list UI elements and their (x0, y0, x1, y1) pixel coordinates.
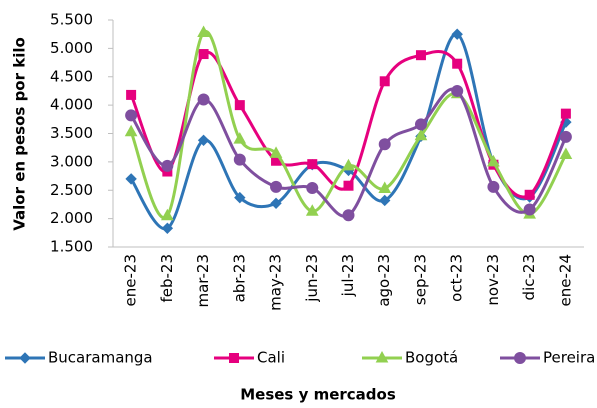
data-point (342, 209, 355, 222)
y-axis-title: Valor en pesos por kilo (11, 37, 29, 231)
data-point (451, 28, 463, 40)
data-point (378, 138, 391, 151)
data-point (125, 173, 137, 185)
y-tick-label: 2.000 (50, 209, 93, 227)
legend-marker (19, 352, 31, 364)
data-point (452, 58, 463, 69)
x-tick-label: abr-23 (230, 254, 248, 302)
data-point (378, 181, 392, 194)
legend-marker (514, 352, 526, 364)
data-point (523, 203, 536, 216)
data-point (524, 189, 535, 200)
data-point (415, 50, 426, 61)
data-point (126, 89, 137, 100)
x-axis-title: Meses y mercados (240, 386, 396, 404)
x-tick-label: feb-23 (158, 254, 176, 303)
x-tick-label: jun-23 (303, 254, 321, 303)
data-point (343, 180, 354, 191)
data-point (305, 204, 319, 216)
data-point (125, 109, 138, 122)
data-point (414, 128, 428, 141)
data-point (559, 130, 572, 143)
x-tick-label: mar-23 (194, 254, 212, 308)
data-point (233, 153, 246, 166)
y-tick-label: 2.500 (50, 181, 93, 199)
x-tick-label: may-23 (267, 254, 285, 311)
legend-label: Bogotá (405, 349, 458, 367)
data-point (198, 49, 209, 60)
x-tick-label: oct-23 (448, 254, 466, 302)
y-tick-label: 1.500 (50, 238, 93, 256)
data-point (451, 84, 464, 97)
data-point (379, 76, 390, 87)
data-point (234, 191, 246, 204)
data-point (197, 93, 210, 106)
x-tick-label: sep-23 (411, 254, 429, 305)
y-tick-label: 3.500 (50, 124, 93, 142)
x-tick-label: ene-23 (122, 254, 140, 306)
data-point (270, 180, 283, 193)
data-point (197, 134, 210, 147)
data-point (487, 154, 500, 167)
y-tick-label: 4.500 (50, 67, 93, 85)
y-tick-label: 5.500 (50, 11, 93, 29)
data-point (269, 146, 283, 158)
data-point (414, 118, 427, 131)
x-tick-label: dic-23 (520, 254, 538, 300)
y-tick-label: 3.000 (50, 152, 93, 170)
legend-marker (229, 353, 239, 363)
data-point (306, 181, 319, 194)
data-point (307, 159, 318, 170)
series-line (129, 30, 568, 220)
x-tick-label: ene-24 (556, 254, 574, 306)
data-point (487, 180, 500, 193)
x-tick-label: ago-23 (375, 254, 393, 307)
y-tick-label: 5.000 (50, 39, 93, 57)
data-point (559, 147, 573, 159)
legend-label: Bucaramanga (48, 349, 153, 367)
data-point (234, 100, 245, 111)
data-point (161, 208, 174, 221)
data-point (560, 108, 571, 119)
data-point (342, 158, 355, 171)
data-point (161, 222, 174, 234)
x-tick-label: nov-23 (484, 254, 502, 306)
data-point (379, 194, 391, 207)
data-point (197, 25, 210, 37)
legend-label: Cali (257, 349, 285, 367)
data-point (161, 159, 174, 172)
legend-marker (375, 350, 389, 363)
y-tick-label: 4.000 (50, 96, 93, 114)
data-point (233, 132, 247, 144)
data-point (124, 124, 138, 137)
data-point (270, 197, 282, 210)
x-tick-label: jul-23 (339, 254, 357, 297)
legend-label: Pereira (543, 349, 595, 367)
